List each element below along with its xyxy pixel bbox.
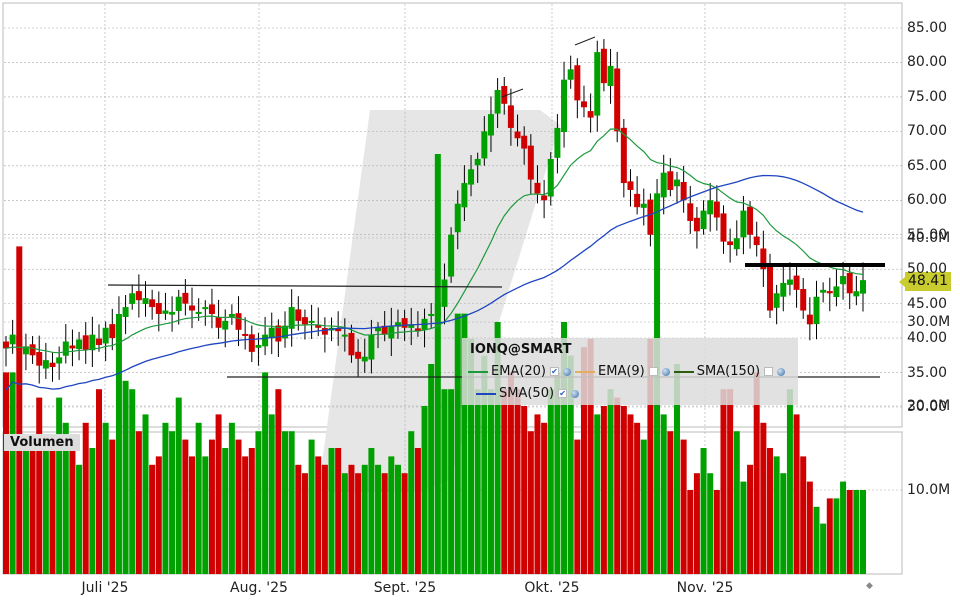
time-tick: Juli '25 <box>81 580 129 596</box>
price-tick: 50.00 <box>907 261 948 278</box>
legend-row-1: EMA(20) ✔ EMA(9) SMA(150) <box>468 364 789 379</box>
volume-pane-label: Volumen <box>4 434 80 451</box>
ema9-settings-icon[interactable] <box>661 367 670 376</box>
legend-ema9[interactable]: EMA(9) <box>575 364 670 379</box>
price-tick: 65.00 <box>907 157 948 174</box>
volume-tick: 40.0M <box>907 230 951 246</box>
time-tick: Okt. '25 <box>524 580 580 596</box>
volume-tick: 30.0M <box>907 314 951 330</box>
price-tick: 85.00 <box>907 20 948 36</box>
sma50-checkbox[interactable]: ✔ <box>558 389 568 398</box>
legend-symbol: IONQ@SMART <box>470 342 572 357</box>
time-tick: Sept. '25 <box>373 580 437 596</box>
indicator-legend: IONQ@SMART EMA(20) ✔ EMA(9) SMA(150) SMA(… <box>462 338 798 405</box>
sma150-checkbox[interactable] <box>764 367 774 376</box>
legend-sma150[interactable]: SMA(150) <box>673 364 786 379</box>
price-tick: 30.00 <box>907 399 948 415</box>
legend-row-2: SMA(50) ✔ <box>476 386 583 401</box>
price-tick: 40.00 <box>907 330 948 347</box>
price-tick: 55.00 <box>907 226 948 243</box>
ema9-checkbox[interactable] <box>648 367 658 376</box>
price-tick: 75.00 <box>907 88 948 105</box>
legend-sma50[interactable]: SMA(50) ✔ <box>476 386 580 401</box>
scroll-right-icon[interactable]: ◆ <box>866 581 873 591</box>
volume-tick: 20.0M <box>907 398 951 414</box>
time-tick: Aug. '25 <box>230 580 288 596</box>
price-tick: 35.00 <box>907 364 948 381</box>
sma50-settings-icon[interactable] <box>571 389 580 398</box>
time-tick: Nov. '25 <box>676 580 734 596</box>
ema20-checkbox[interactable]: ✔ <box>550 367 560 376</box>
price-tick: 45.00 <box>907 295 948 312</box>
sma150-settings-icon[interactable] <box>777 367 786 376</box>
price-tick: 80.00 <box>907 54 948 71</box>
price-tick: 70.00 <box>907 123 948 140</box>
legend-ema20[interactable]: EMA(20) ✔ <box>468 364 572 379</box>
ema20-settings-icon[interactable] <box>563 367 572 376</box>
volume-tick: 10.0M <box>907 482 951 498</box>
last-price-badge: 48.41 <box>898 272 952 291</box>
price-tick: 60.00 <box>907 192 948 209</box>
